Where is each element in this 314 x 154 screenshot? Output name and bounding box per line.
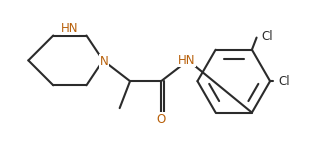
Text: HN: HN [178,54,196,67]
Text: N: N [100,55,108,68]
Text: Cl: Cl [279,75,290,88]
Text: Cl: Cl [262,30,273,43]
Text: O: O [156,113,166,126]
Text: HN: HN [61,22,78,35]
